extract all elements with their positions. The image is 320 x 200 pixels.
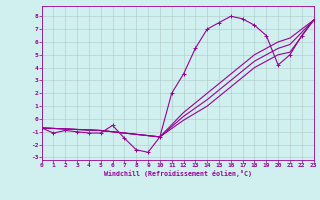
X-axis label: Windchill (Refroidissement éolien,°C): Windchill (Refroidissement éolien,°C) [104,170,252,177]
